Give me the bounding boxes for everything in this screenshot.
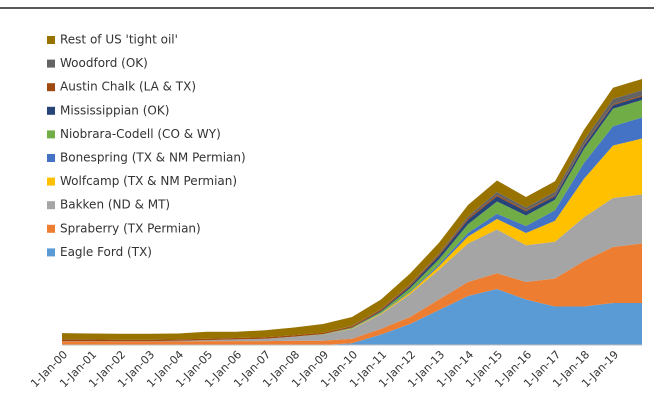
legend-label: Bonespring (TX & NM Permian) <box>60 151 246 165</box>
legend-label: Austin Chalk (LA & TX) <box>60 80 196 94</box>
legend-swatch <box>47 201 55 210</box>
area <box>62 138 642 342</box>
legend-swatch <box>47 130 55 139</box>
legend-swatch <box>47 106 55 115</box>
legend-swatch <box>47 59 55 68</box>
legend-swatch <box>47 248 55 257</box>
legend-swatch <box>47 224 55 233</box>
areas <box>62 79 642 345</box>
legend-label: Woodford (OK) <box>60 56 148 70</box>
legend-label: Niobrara-Codell (CO & WY) <box>60 127 221 141</box>
legend-swatch <box>47 83 55 92</box>
area <box>62 194 642 342</box>
legend-label: Rest of US 'tight oil' <box>60 33 178 47</box>
area <box>62 117 642 342</box>
legend-label: Mississippian (OK) <box>60 103 169 117</box>
legend-label: Eagle Ford (TX) <box>60 245 152 259</box>
legend-swatch <box>47 177 55 186</box>
x-axis: 1-Jan-001-Jan-011-Jan-021-Jan-031-Jan-04… <box>28 344 642 390</box>
legend-swatch <box>47 154 55 162</box>
legend-label: Spraberry (TX Permian) <box>60 221 201 235</box>
area <box>62 243 642 345</box>
legend-label: Wolfcamp (TX & NM Permian) <box>60 174 237 188</box>
legend-swatch <box>47 36 55 44</box>
area <box>62 289 642 345</box>
area <box>62 100 642 342</box>
legend-label: Bakken (ND & MT) <box>60 198 170 212</box>
legend: Rest of US 'tight oil' Woodford (OK) Austi… <box>47 33 246 259</box>
